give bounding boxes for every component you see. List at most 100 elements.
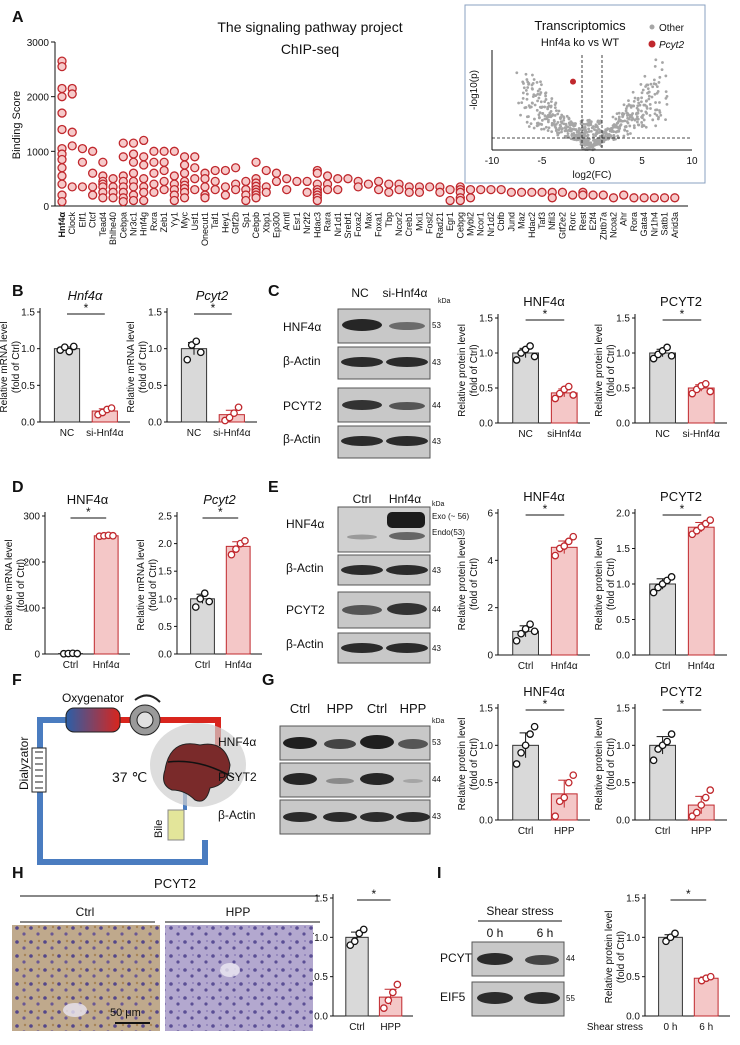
data-point [128,157,139,167]
data-point [629,193,639,203]
bar [649,352,676,424]
volcano-point [640,109,643,113]
volcano-point [521,97,525,100]
volcano-point [563,126,567,130]
bar-chart-H: 0.00.51.01.5IOD of PCYT2(fold of Ctrl)Ct… [292,887,413,1033]
significance-star: * [86,505,91,519]
data-point [67,141,77,151]
data-point [149,146,159,156]
volcano-point [539,100,543,104]
data-point [196,348,205,357]
data-point [526,620,534,629]
volcano-point [636,120,639,124]
lane-ctrl: Ctrl [367,701,387,716]
y-tick-label: 1.0 [626,933,640,944]
y-tick-label: 0 [487,651,493,662]
data-point [159,176,169,187]
volcano-point [554,122,558,126]
y-axis-label: (fold of Ctrl) [606,558,617,610]
tf-label: Rxra [149,212,159,231]
data-point [512,636,521,645]
y-axis-label: (fold of Ctrl) [606,344,617,396]
y-axis-label: Relative protein level [457,324,468,417]
data-point [343,174,353,184]
mw-marker: 43 [432,566,441,575]
volcano-point [645,105,649,108]
x-tick-label: Hnf4α [225,660,252,671]
chart-title: HNF4α [523,489,565,504]
volcano-point [589,129,593,133]
y-tick-label: 1.0 [21,344,35,355]
tf-label: Mybl2 [466,212,476,236]
data-point [667,730,676,738]
blot-label-hnf4a: HNF4α [283,320,321,334]
data-point [241,176,251,187]
bar [225,545,251,655]
data-point [322,184,333,195]
tf-label: Cebpb [251,212,261,239]
x-tick-label: NC [655,429,669,440]
y-tick-label: 0.5 [21,381,35,392]
volcano-point [558,116,562,120]
volcano-point [620,119,623,123]
panel-label-f: F [12,672,22,689]
volcano-point [524,88,528,92]
data-point [234,403,243,412]
bar [93,535,119,655]
volcano-point [530,101,534,105]
data-point [333,174,343,184]
data-point [118,152,128,162]
data-point [530,627,539,636]
pump-arrow-icon [134,694,161,703]
data-point [118,138,128,148]
volcano-point [635,111,639,115]
volcano-point [543,100,547,104]
tf-label: Jund [506,212,516,232]
data-point [537,187,547,197]
volcano-point [570,134,574,138]
data-point [359,925,368,934]
volcano-point [548,111,552,115]
data-point [414,187,425,197]
volcano-point [552,118,556,122]
data-point [87,146,98,156]
ihc-hpp-label: HPP [226,905,251,919]
volcano-point [655,113,659,117]
lane-nc: NC [351,286,369,300]
tf-label: Sp1 [241,212,251,228]
volcano-point [664,96,668,100]
ihc-hpp-image [165,925,313,1031]
y-tick-label: 2.5 [158,512,172,523]
x-tick-label: Ctrl [63,660,79,671]
data-point [227,550,236,559]
volcano-point [656,117,660,121]
y-tick-label: 0.5 [616,778,630,789]
volcano-point [549,105,553,109]
data-point [261,165,271,176]
data-point [706,387,715,396]
tf-label: Foxa1 [374,212,384,237]
volcano-point [616,121,620,125]
data-point [564,778,573,787]
tf-label: Hnf4α [57,212,67,238]
panel-a-ylabel: Binding Score [11,91,23,160]
volcano-point [536,121,540,125]
data-point [73,649,82,658]
data-point [149,187,159,197]
data-point [706,516,715,524]
data-point [649,588,658,597]
volcano-point [632,99,636,103]
volcano-point [525,92,529,96]
bar-chart-C: 0.0 0.5 1.0 1.5 HNF4α Relative protein level(… [457,294,590,440]
volcano-point [625,111,629,115]
volcano-point [531,73,534,77]
volcano-point [594,125,597,129]
volcano-point [626,121,630,125]
volcano-point [554,109,558,113]
y-tick-label: 0.0 [21,418,35,429]
y-tick-label: 1.5 [314,894,328,905]
y-axis-label: (fold of Ctrl) [138,341,149,393]
tf-label: Foxa2 [353,212,363,237]
data-point [67,89,77,99]
